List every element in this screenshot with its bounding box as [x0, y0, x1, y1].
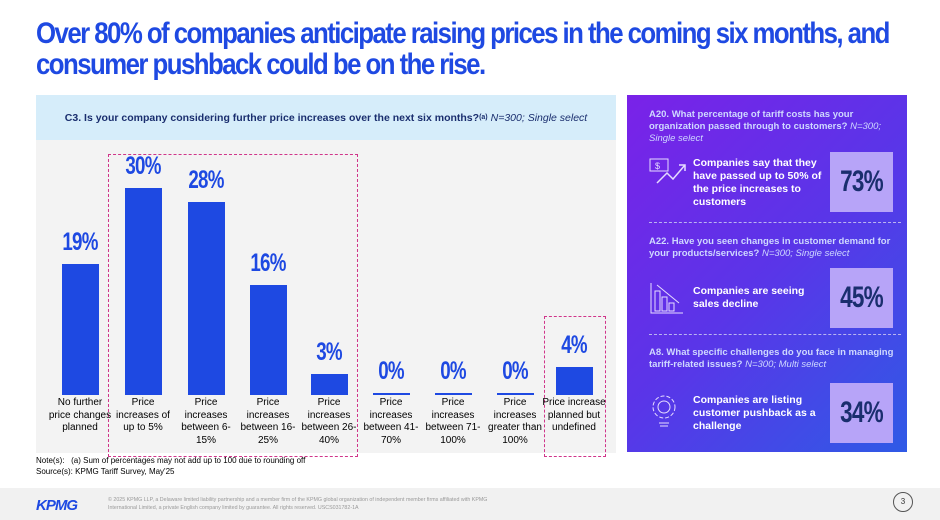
bar	[435, 393, 472, 395]
stat-text: Companies are seeing sales decline	[693, 285, 805, 310]
stat-text: Companies are listing customer pushback …	[693, 394, 816, 432]
bar	[188, 201, 225, 395]
stat-value-45: 45%	[830, 268, 893, 328]
insights-panel: A20. What percentage of tariff costs has…	[627, 95, 907, 452]
note-label: Note(s):	[36, 456, 65, 465]
question-text: A22. Have you seen changes in customer d…	[649, 236, 891, 259]
category-label: Price increases greater than 100%	[488, 397, 542, 446]
kpmg-logo: KPMG	[36, 497, 78, 514]
sample-text: N=300; Multi select	[745, 359, 827, 370]
question-text: A8. What specific challenges do you face…	[649, 347, 894, 370]
page-number: 3	[893, 492, 913, 512]
bar	[311, 374, 348, 395]
stat-value-73: 73%	[830, 152, 893, 212]
highlight-box-undefined	[544, 316, 606, 457]
data-label: 0%	[440, 357, 466, 385]
question-text: C3. Is your company considering further …	[64, 111, 480, 124]
legal-text: © 2025 KPMG LLP, a Delaware limited liab…	[108, 497, 488, 511]
data-label: 16%	[250, 248, 286, 277]
bar	[497, 393, 534, 395]
declining-bar-chart-icon	[650, 283, 683, 314]
sample-text: N=300; Single select	[490, 111, 588, 124]
price-trend-icon: $	[649, 158, 686, 184]
data-label: 0%	[378, 357, 404, 385]
gear-bulb-icon	[652, 395, 676, 427]
bar	[373, 393, 410, 395]
category-label: Price increase planned but undefined	[542, 397, 606, 433]
data-label: 19%	[62, 227, 98, 256]
question-a22: A22. Have you seen changes in customer d…	[649, 236, 904, 260]
category-label: Price increases between 41-70%	[363, 397, 419, 446]
stat-value-34: 34%	[830, 383, 893, 443]
bar	[62, 263, 99, 395]
note-text: (a) Sum of percentages may not add up to…	[71, 456, 306, 465]
sample-text: N=300; Single select	[649, 121, 882, 144]
category-label: Price increases between 6-15%	[181, 397, 231, 446]
footnote-marker: (a)	[479, 114, 488, 121]
source-line: Source(s): KPMG Tariff Survey, May'25	[36, 467, 174, 476]
divider	[649, 222, 901, 223]
question-a8: A8. What specific challenges do you face…	[649, 347, 904, 371]
bar	[556, 367, 593, 395]
highlight-box-increases	[108, 154, 358, 457]
question-text: A20. What percentage of tariff costs has…	[649, 109, 854, 132]
bar	[125, 188, 162, 395]
bar	[250, 284, 287, 395]
question-a20: A20. What percentage of tariff costs has…	[649, 109, 904, 145]
category-label: Price increases of up to 5%	[116, 397, 170, 433]
source-label: Source(s):	[36, 467, 73, 476]
category-label: Price increases between 26-40%	[301, 397, 357, 446]
svg-text:$: $	[655, 161, 660, 171]
page-title: Over 80% of companies anticipate raising…	[36, 17, 890, 81]
note-line: Note(s): (a) Sum of percentages may not …	[36, 456, 305, 465]
source-text: KPMG Tariff Survey, May'25	[75, 467, 175, 476]
footer: KPMG © 2025 KPMG LLP, a Delaware limited…	[0, 488, 940, 520]
chart-question: C3. Is your company considering further …	[36, 95, 616, 140]
divider	[649, 334, 901, 335]
sample-text: N=300; Single select	[762, 248, 850, 259]
data-label: 30%	[125, 152, 161, 180]
category-label: Price increases between 71-100%	[425, 397, 481, 446]
data-label: 4%	[561, 331, 587, 360]
category-label: Price increases between 16-25%	[240, 397, 296, 446]
data-label: 0%	[502, 357, 528, 385]
data-label: 28%	[188, 165, 224, 194]
stat-text: Companies say that they have passed up t…	[693, 157, 822, 208]
category-label: No further price changes planned	[48, 397, 112, 433]
data-label: 3%	[316, 338, 342, 367]
